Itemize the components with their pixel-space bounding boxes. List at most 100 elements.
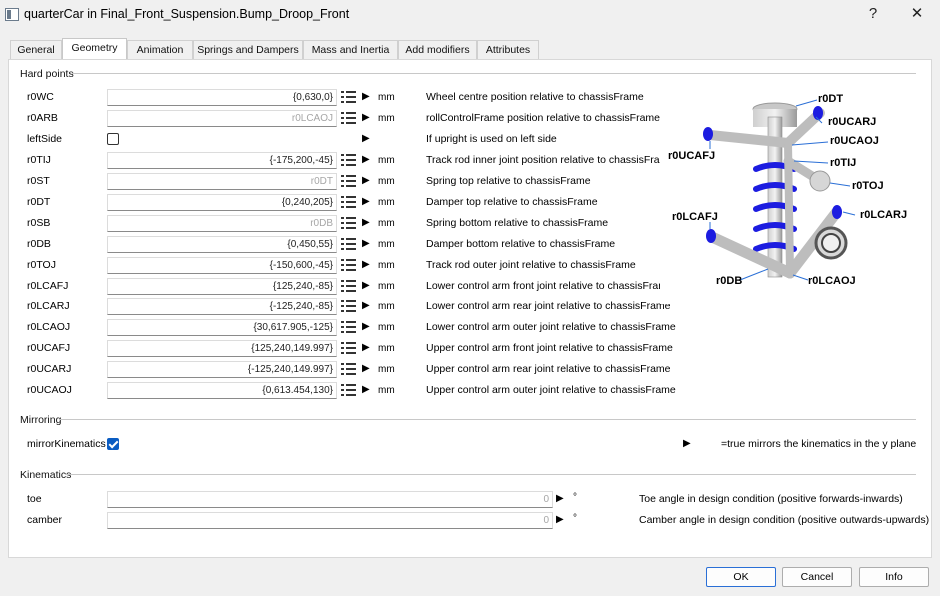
menu-arrow-icon[interactable]: ▶ bbox=[683, 438, 691, 449]
camber-input[interactable]: 0 bbox=[107, 512, 553, 529]
r0WC-input[interactable]: {0,630,0} bbox=[107, 89, 337, 106]
field-label: camber bbox=[27, 514, 63, 526]
menu-arrow-icon[interactable]: ▶ bbox=[362, 259, 370, 270]
ok-button[interactable]: OK bbox=[706, 567, 776, 587]
leftSide-checkbox[interactable] bbox=[107, 133, 119, 145]
r0UCAFJ-input[interactable]: {125,240,149.997} bbox=[107, 340, 337, 357]
list-edit-icon[interactable] bbox=[341, 363, 356, 375]
field-label: r0DB bbox=[27, 238, 51, 250]
r0TOJ-input[interactable]: {-150,600,-45} bbox=[107, 257, 337, 274]
list-edit-icon[interactable] bbox=[341, 259, 356, 271]
r0ARB-input[interactable]: r0LCAOJ bbox=[107, 110, 337, 127]
r0LCAFJ-input[interactable]: {125,240,-85} bbox=[107, 278, 337, 295]
field-label: toe bbox=[27, 493, 42, 505]
mirrorKinematics-checkbox[interactable] bbox=[107, 438, 119, 450]
field-label: r0UCAOJ bbox=[27, 384, 72, 396]
list-edit-icon[interactable] bbox=[341, 321, 356, 333]
r0TIJ-input[interactable]: {-175,200,-45} bbox=[107, 152, 337, 169]
menu-arrow-icon[interactable]: ▶ bbox=[556, 493, 564, 504]
tab-springs-and-dampers[interactable]: Springs and Dampers bbox=[193, 40, 303, 59]
list-edit-icon[interactable] bbox=[341, 300, 356, 312]
label-r0LCAOJ: r0LCAOJ bbox=[808, 275, 856, 287]
r0LCARJ-input[interactable]: {-125,240,-85} bbox=[107, 298, 337, 315]
tab-geometry[interactable]: Geometry bbox=[62, 38, 127, 60]
field-label: r0ST bbox=[27, 175, 50, 187]
menu-arrow-icon[interactable]: ▶ bbox=[362, 384, 370, 395]
list-edit-icon[interactable] bbox=[341, 217, 356, 229]
toe-input[interactable]: 0 bbox=[107, 491, 553, 508]
list-edit-icon[interactable] bbox=[341, 384, 356, 396]
menu-arrow-icon[interactable]: ▶ bbox=[362, 363, 370, 374]
field-description: =true mirrors the kinematics in the y pl… bbox=[721, 438, 917, 450]
info-button[interactable]: Info bbox=[859, 567, 929, 587]
field-description: Lower control arm outer joint relative t… bbox=[426, 321, 676, 333]
r0DT-input[interactable]: {0,240,205} bbox=[107, 194, 337, 211]
damper-stem bbox=[767, 116, 783, 278]
row-r0DB: r0DB {0,450,55} ▶ mm Damper bottom relat… bbox=[0, 235, 660, 255]
kinematics-title: Kinematics bbox=[20, 469, 72, 481]
menu-arrow-icon[interactable]: ▶ bbox=[362, 112, 370, 123]
list-edit-icon[interactable] bbox=[341, 175, 356, 187]
field-description: Lower control arm front joint relative t… bbox=[426, 280, 673, 292]
r0LCARJ-joint bbox=[832, 205, 842, 219]
unit-label: mm bbox=[378, 176, 395, 187]
field-description: Spring top relative to chassisFrame bbox=[426, 175, 591, 187]
r0ST-input[interactable]: r0DT bbox=[107, 173, 337, 190]
list-edit-icon[interactable] bbox=[341, 280, 356, 292]
menu-arrow-icon[interactable]: ▶ bbox=[362, 321, 370, 332]
menu-arrow-icon[interactable]: ▶ bbox=[362, 238, 370, 249]
tab-mass-and-inertia[interactable]: Mass and Inertia bbox=[303, 40, 398, 59]
menu-arrow-icon[interactable]: ▶ bbox=[362, 196, 370, 207]
menu-arrow-icon[interactable]: ▶ bbox=[556, 514, 564, 525]
row-r0UCARJ: r0UCARJ {-125,240,149.997} ▶ mm Upper co… bbox=[0, 360, 671, 380]
field-label: r0SB bbox=[27, 217, 51, 229]
row-r0TIJ: r0TIJ {-175,200,-45} ▶ mm Track rod inne… bbox=[0, 151, 674, 171]
unit-label: mm bbox=[378, 281, 395, 292]
r0LCAOJ-input[interactable]: {30,617.905,-125} bbox=[107, 319, 337, 336]
help-icon[interactable]: ? bbox=[868, 5, 878, 22]
tab-general[interactable]: General bbox=[10, 40, 62, 59]
label-r0TOJ: r0TOJ bbox=[852, 180, 884, 192]
list-edit-icon[interactable] bbox=[341, 342, 356, 354]
menu-arrow-icon[interactable]: ▶ bbox=[362, 154, 370, 165]
field-description: Track rod inner joint position relative … bbox=[426, 154, 675, 166]
menu-arrow-icon[interactable]: ▶ bbox=[362, 280, 370, 291]
field-description: If upright is used on left side bbox=[426, 133, 557, 145]
row-r0WC: r0WC {0,630,0} ▶ mm Wheel centre positio… bbox=[0, 88, 660, 108]
r0UCAOJ-input[interactable]: {0,613.454,130} bbox=[107, 382, 337, 399]
list-edit-icon[interactable] bbox=[341, 154, 356, 166]
field-label: r0UCAFJ bbox=[27, 342, 71, 354]
r0SB-input[interactable]: r0DB bbox=[107, 215, 337, 232]
menu-arrow-icon[interactable]: ▶ bbox=[362, 175, 370, 186]
menu-arrow-icon[interactable]: ▶ bbox=[362, 300, 370, 311]
menu-arrow-icon[interactable]: ▶ bbox=[362, 133, 370, 144]
label-r0DT: r0DT bbox=[818, 93, 843, 105]
r0DB-input[interactable]: {0,450,55} bbox=[107, 236, 337, 253]
list-edit-icon[interactable] bbox=[341, 91, 356, 103]
tab-attributes[interactable]: Attributes bbox=[477, 40, 539, 59]
menu-arrow-icon[interactable]: ▶ bbox=[362, 342, 370, 353]
menu-arrow-icon[interactable]: ▶ bbox=[362, 91, 370, 102]
unit-label: mm bbox=[378, 239, 395, 250]
tab-add-modifiers[interactable]: Add modifiers bbox=[398, 40, 477, 59]
list-edit-icon[interactable] bbox=[341, 238, 356, 250]
tab-animation[interactable]: Animation bbox=[127, 40, 193, 59]
unit-label: mm bbox=[378, 218, 395, 229]
row-r0LCAFJ: r0LCAFJ {125,240,-85} ▶ mm Lower control… bbox=[0, 277, 673, 297]
row-r0ARB: r0ARB r0LCAOJ ▶ mm rollControlFrame posi… bbox=[0, 109, 660, 129]
close-icon[interactable]: ✕ bbox=[910, 5, 924, 22]
kinematics-divider bbox=[65, 474, 916, 475]
leftSide-checkbox-cell bbox=[107, 131, 337, 148]
row-camber: camber 0 ▶ ° Camber angle in design cond… bbox=[0, 511, 929, 531]
list-edit-icon[interactable] bbox=[341, 196, 356, 208]
menu-arrow-icon[interactable]: ▶ bbox=[362, 217, 370, 228]
cancel-button[interactable]: Cancel bbox=[782, 567, 852, 587]
hard-points-divider bbox=[72, 73, 916, 74]
unit-label: ° bbox=[573, 492, 577, 503]
field-description: Lower control arm rear joint relative to… bbox=[426, 300, 671, 312]
list-edit-icon[interactable] bbox=[341, 112, 356, 124]
unit-label: mm bbox=[378, 113, 395, 124]
label-r0TIJ: r0TIJ bbox=[830, 157, 856, 169]
r0UCARJ-input[interactable]: {-125,240,149.997} bbox=[107, 361, 337, 378]
row-r0DT: r0DT {0,240,205} ▶ mm Damper top relativ… bbox=[0, 193, 660, 213]
